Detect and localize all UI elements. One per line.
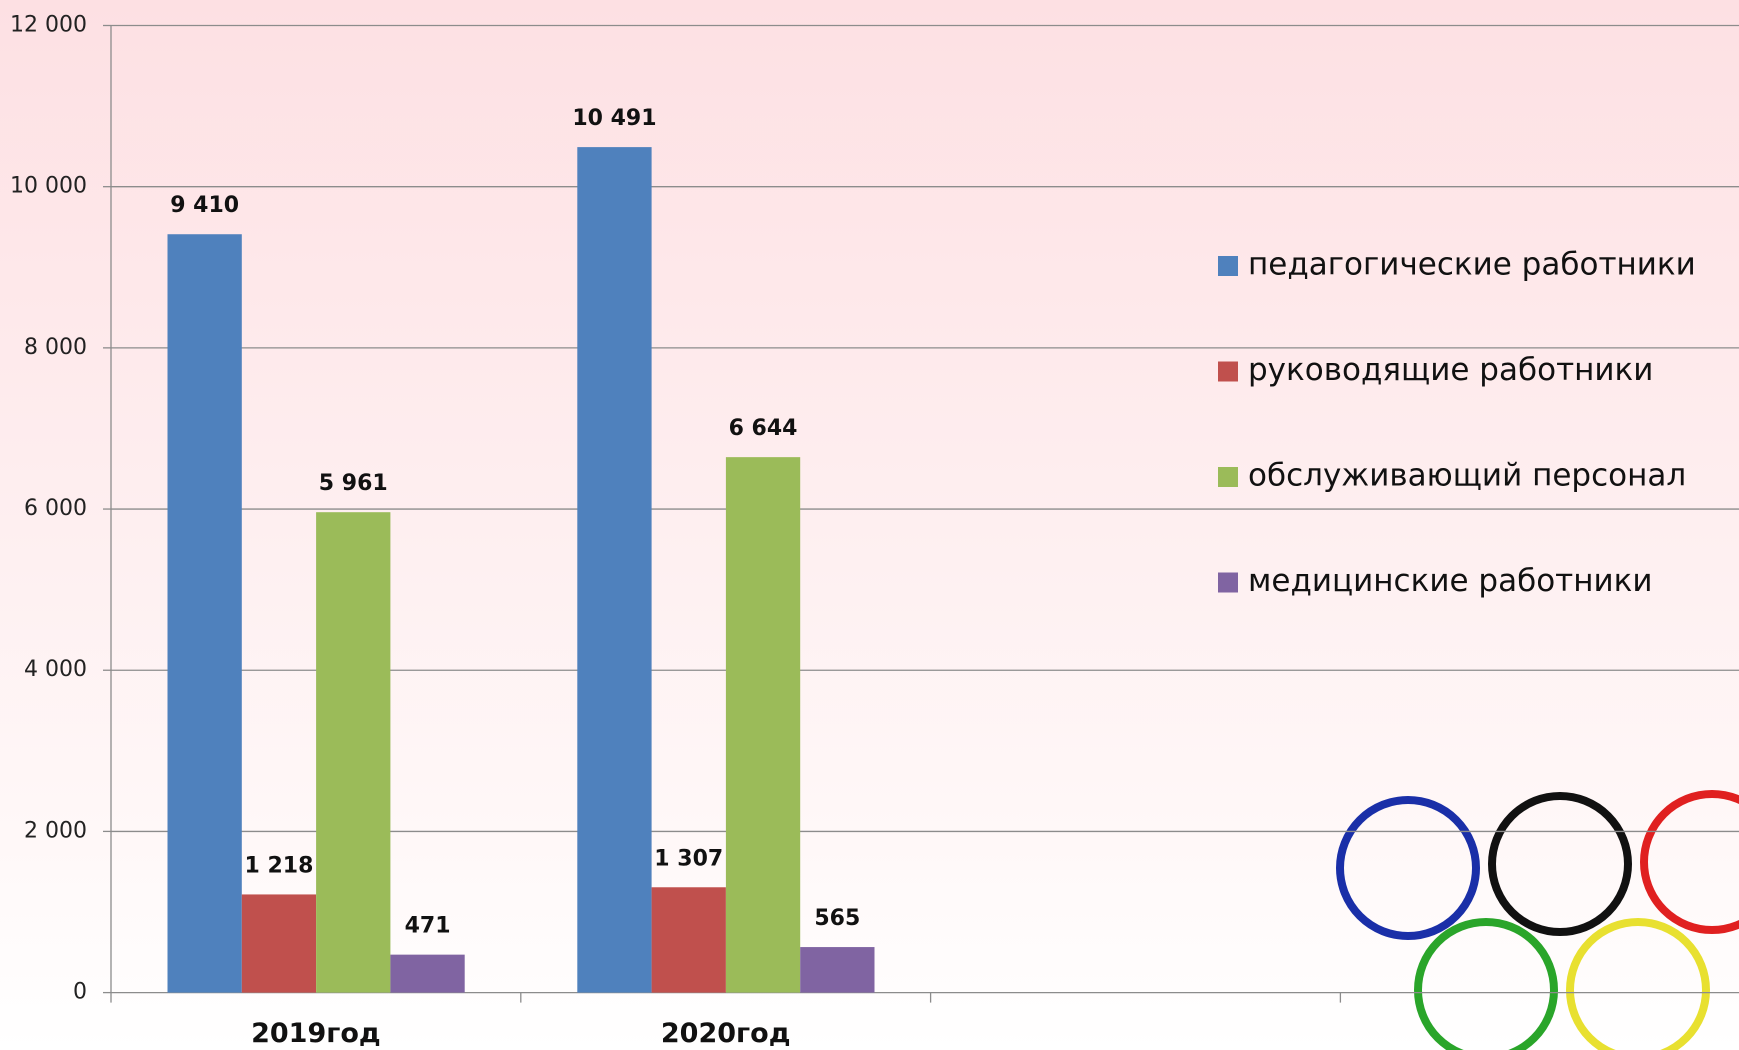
y-tick-label: 8 000: [24, 335, 87, 360]
ring: [1336, 796, 1480, 940]
bar: [241, 894, 317, 993]
bar: [167, 234, 242, 993]
x-tick-label: 2020год: [661, 1018, 791, 1049]
ring: [1414, 918, 1558, 1050]
ring: [1640, 790, 1739, 934]
olympic-rings: [1336, 790, 1739, 1050]
legend-label: руководящие работники: [1248, 352, 1653, 388]
legend-swatch: [1218, 467, 1238, 487]
legend-swatch: [1218, 361, 1238, 382]
bar: [651, 887, 726, 993]
legend-swatch: [1218, 256, 1238, 276]
y-tick-label: 12 000: [10, 13, 87, 38]
bar: [725, 457, 801, 993]
legend-label: обслуживающий персонал: [1248, 458, 1686, 494]
y-tick-label: 6 000: [24, 496, 87, 521]
value-label: 565: [814, 906, 860, 931]
legend-label: медицинские работники: [1248, 563, 1653, 599]
y-tick-label: 10 000: [10, 174, 87, 199]
value-label: 471: [405, 914, 451, 939]
y-tick-label: 4 000: [24, 657, 87, 682]
value-label: 6 644: [729, 416, 798, 441]
bar: [577, 147, 652, 993]
value-label: 1 307: [654, 846, 723, 871]
value-label: 9 410: [170, 193, 239, 218]
y-tick-label: 2 000: [24, 818, 87, 843]
value-label: 5 961: [319, 471, 388, 496]
legend-swatch: [1218, 572, 1238, 593]
bar: [390, 954, 465, 993]
legend-label: педагогические работники: [1248, 247, 1696, 283]
ring: [1566, 918, 1710, 1050]
y-tick-label: 0: [73, 980, 87, 1005]
ring: [1488, 792, 1632, 936]
bar: [800, 947, 875, 993]
value-label: 1 218: [245, 853, 314, 878]
bar: [316, 512, 391, 993]
value-label: 10 491: [572, 106, 656, 131]
x-tick-label: 2019год: [251, 1018, 381, 1049]
